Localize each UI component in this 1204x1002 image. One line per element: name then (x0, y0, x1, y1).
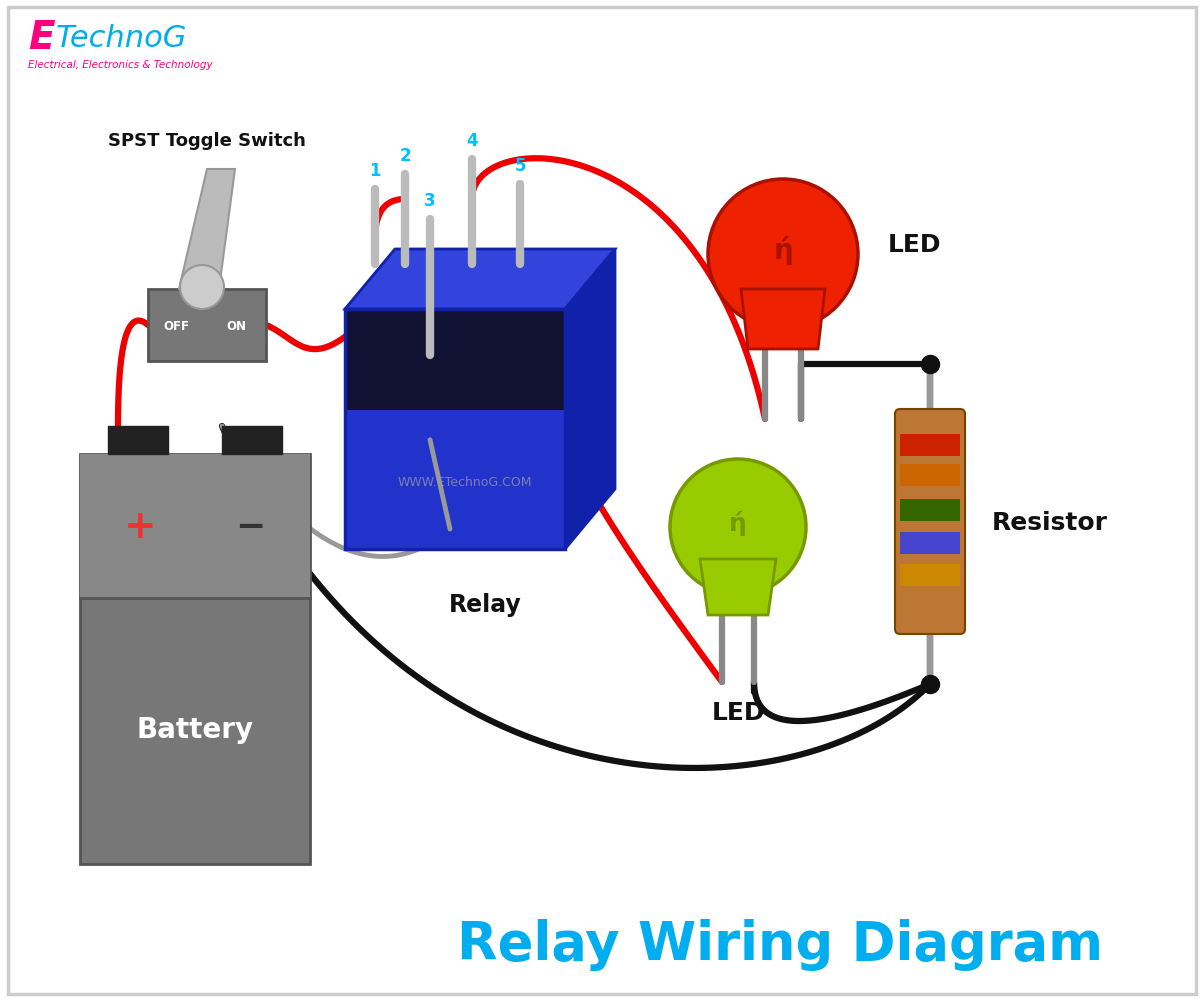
FancyBboxPatch shape (901, 564, 960, 586)
Polygon shape (179, 169, 235, 290)
Text: Relay Wiring Diagram: Relay Wiring Diagram (458, 918, 1103, 970)
FancyBboxPatch shape (901, 465, 960, 487)
FancyBboxPatch shape (346, 310, 565, 411)
Text: Electrical, Electronics & Technology: Electrical, Electronics & Technology (28, 60, 213, 70)
FancyBboxPatch shape (895, 410, 964, 634)
FancyBboxPatch shape (79, 455, 309, 864)
Text: 3: 3 (424, 191, 436, 209)
Text: Relay: Relay (449, 592, 521, 616)
Text: TechnoG: TechnoG (57, 23, 188, 52)
FancyBboxPatch shape (222, 427, 282, 455)
Polygon shape (700, 559, 777, 615)
Text: 2: 2 (400, 147, 411, 165)
FancyBboxPatch shape (108, 427, 169, 455)
FancyBboxPatch shape (148, 290, 266, 362)
Circle shape (181, 266, 224, 310)
Circle shape (669, 460, 805, 595)
Text: ή: ή (773, 235, 793, 265)
Polygon shape (346, 249, 615, 310)
Text: Resistor: Resistor (992, 510, 1108, 534)
Text: E: E (28, 19, 54, 57)
Text: ON: ON (226, 320, 246, 333)
FancyBboxPatch shape (346, 411, 565, 549)
Text: OFF: OFF (163, 320, 189, 333)
Text: −: − (235, 509, 265, 543)
Text: 5: 5 (514, 157, 526, 174)
Polygon shape (565, 249, 615, 549)
FancyBboxPatch shape (901, 500, 960, 521)
Polygon shape (740, 290, 825, 350)
Text: LED: LED (712, 700, 765, 724)
Text: 1: 1 (370, 162, 380, 179)
Text: 4: 4 (466, 132, 478, 150)
Text: SPST Toggle Switch: SPST Toggle Switch (108, 132, 306, 150)
Text: WWW.ETechnoG.COM: WWW.ETechnoG.COM (397, 476, 532, 489)
Text: +: + (124, 507, 157, 545)
FancyBboxPatch shape (901, 532, 960, 554)
Text: ή: ή (730, 510, 746, 535)
FancyBboxPatch shape (901, 435, 960, 457)
FancyBboxPatch shape (79, 455, 309, 598)
Circle shape (708, 179, 858, 330)
Text: Battery: Battery (136, 715, 254, 742)
Text: LED: LED (889, 232, 942, 257)
